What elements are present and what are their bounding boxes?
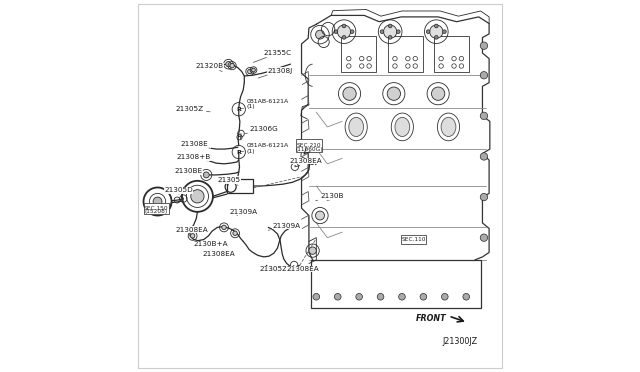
Circle shape <box>480 112 488 119</box>
Circle shape <box>342 35 346 39</box>
Circle shape <box>463 294 470 300</box>
Circle shape <box>377 294 384 300</box>
Circle shape <box>313 294 319 300</box>
Ellipse shape <box>395 117 410 137</box>
Bar <box>401 235 426 244</box>
Text: 21308EA: 21308EA <box>175 227 208 233</box>
Circle shape <box>230 63 234 68</box>
Circle shape <box>337 25 351 38</box>
Text: 21308EA: 21308EA <box>203 251 236 257</box>
Text: FRONT: FRONT <box>415 314 446 323</box>
Text: 21308EA: 21308EA <box>287 265 319 272</box>
Circle shape <box>343 87 356 100</box>
Text: 21305: 21305 <box>218 177 241 185</box>
Circle shape <box>380 30 384 33</box>
Text: 081AB-6121A
(1): 081AB-6121A (1) <box>241 99 289 109</box>
Circle shape <box>316 211 324 220</box>
Text: 2130B+A: 2130B+A <box>194 241 228 247</box>
Circle shape <box>334 30 338 33</box>
Text: 2130BE: 2130BE <box>174 168 202 174</box>
Circle shape <box>204 172 209 178</box>
Text: 21305Z: 21305Z <box>175 106 210 112</box>
Circle shape <box>309 247 316 254</box>
Circle shape <box>191 190 204 203</box>
Circle shape <box>426 30 430 33</box>
Text: (15208): (15208) <box>145 209 168 214</box>
Text: SEC.110: SEC.110 <box>401 237 426 242</box>
Text: 21305D: 21305D <box>164 187 193 194</box>
Circle shape <box>443 30 446 33</box>
Bar <box>296 140 322 152</box>
Text: 21355C: 21355C <box>253 50 292 62</box>
Circle shape <box>252 68 255 72</box>
FancyBboxPatch shape <box>138 4 502 368</box>
Circle shape <box>435 35 438 39</box>
Ellipse shape <box>391 113 413 141</box>
Circle shape <box>222 225 226 230</box>
Circle shape <box>350 30 354 33</box>
Text: (11060G): (11060G) <box>295 147 323 152</box>
Circle shape <box>480 42 488 49</box>
Circle shape <box>233 231 237 235</box>
Circle shape <box>396 30 400 33</box>
Text: SEC.150: SEC.150 <box>144 206 169 211</box>
Bar <box>143 203 170 214</box>
Circle shape <box>248 69 252 74</box>
Circle shape <box>480 153 488 160</box>
Circle shape <box>226 61 231 67</box>
Circle shape <box>342 24 346 28</box>
Ellipse shape <box>441 117 456 137</box>
Bar <box>341 36 376 71</box>
Ellipse shape <box>437 113 460 141</box>
Text: R: R <box>236 150 241 154</box>
Bar <box>388 36 422 71</box>
Circle shape <box>429 25 443 38</box>
Text: 21304: 21304 <box>218 178 241 185</box>
Circle shape <box>399 294 405 300</box>
Bar <box>311 260 481 308</box>
Circle shape <box>191 234 195 238</box>
Ellipse shape <box>349 117 364 137</box>
Text: 21306G: 21306G <box>245 126 278 134</box>
Ellipse shape <box>345 113 367 141</box>
Text: 21308E: 21308E <box>180 141 210 148</box>
Text: 21309A: 21309A <box>229 209 257 215</box>
Circle shape <box>383 25 397 38</box>
Circle shape <box>334 294 341 300</box>
Text: 081AB-6121A
(1): 081AB-6121A (1) <box>241 143 289 154</box>
Circle shape <box>356 294 362 300</box>
Circle shape <box>435 24 438 28</box>
Circle shape <box>442 294 448 300</box>
Circle shape <box>480 71 488 79</box>
Bar <box>434 36 468 71</box>
Text: R: R <box>236 107 241 112</box>
Circle shape <box>153 197 162 206</box>
Text: 21305ZA: 21305ZA <box>259 266 292 272</box>
Circle shape <box>388 24 392 28</box>
Text: 21308EA: 21308EA <box>290 158 323 166</box>
Text: J21300JZ: J21300JZ <box>443 337 478 346</box>
Circle shape <box>387 87 401 100</box>
Circle shape <box>431 87 445 100</box>
Text: 21308J: 21308J <box>258 68 293 78</box>
Text: 2130B: 2130B <box>316 193 344 201</box>
Circle shape <box>480 193 488 201</box>
Circle shape <box>420 294 427 300</box>
Text: 21308+B: 21308+B <box>177 154 211 161</box>
Text: 21320B: 21320B <box>195 63 223 71</box>
Circle shape <box>480 234 488 241</box>
Text: SEC.210: SEC.210 <box>296 143 321 148</box>
Circle shape <box>316 30 324 39</box>
Bar <box>227 179 253 193</box>
Circle shape <box>388 35 392 39</box>
Text: 21309A: 21309A <box>268 223 301 230</box>
